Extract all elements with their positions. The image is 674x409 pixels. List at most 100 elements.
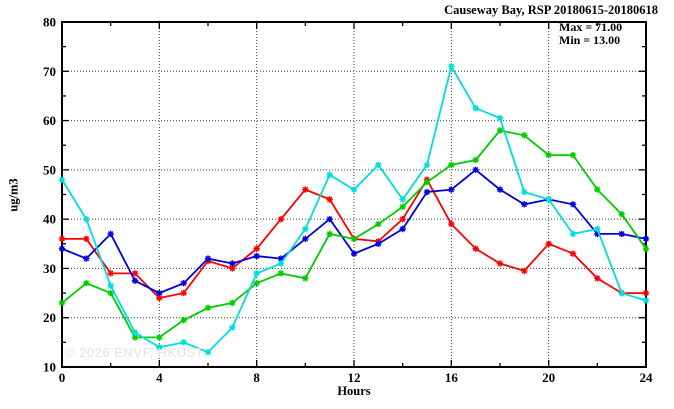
marker-series-blue [350,250,358,257]
marker-series-cyan [642,297,650,304]
marker-series-green [58,299,66,307]
max-value-label: Max = 71.00 [559,20,623,34]
marker-series-red [472,245,479,252]
marker-series-red [448,220,455,228]
marker-series-red [131,270,139,277]
marker-series-green [326,230,333,238]
marker-series-cyan [618,289,625,297]
marker-series-blue [594,230,601,238]
marker-series-green [545,151,552,159]
marker-series-red [107,270,114,277]
marker-series-cyan [569,230,577,238]
x-tick-label: 16 [445,370,459,385]
marker-series-cyan [399,196,406,203]
marker-series-cyan [472,105,479,112]
marker-series-blue [472,166,479,174]
marker-series-green [204,304,212,312]
marker-series-red [277,215,285,223]
series-line-series-green [61,129,647,339]
marker-series-blue [375,240,382,247]
marker-series-cyan [521,188,528,196]
marker-series-green [277,270,285,277]
marker-series-red [399,215,406,223]
marker-series-red [180,289,187,297]
marker-series-red [521,267,528,275]
marker-series-green [375,220,382,228]
y-axis-title: ug/m3 [6,178,21,212]
marker-series-green [448,161,455,169]
marker-series-red [569,250,577,257]
marker-series-cyan [496,114,504,122]
marker-series-blue [642,235,650,243]
marker-series-red [83,235,90,243]
marker-series-cyan [156,344,163,351]
marker-series-blue [156,289,163,297]
marker-series-blue [204,255,212,262]
marker-series-red [326,196,333,203]
x-tick-label: 0 [59,370,66,385]
marker-series-red [594,275,601,282]
marker-series-cyan [107,282,114,289]
chart-title: Causeway Bay, RSP 20180615-20180618 [444,3,658,17]
marker-series-blue [83,255,90,262]
marker-series-green [496,127,504,134]
marker-series-cyan [448,63,455,70]
y-tick-label: 50 [43,162,56,177]
marker-series-cyan [302,225,309,233]
marker-series-cyan [277,260,285,267]
marker-series-blue [423,188,431,196]
marker-series-cyan [253,270,260,277]
marker-series-blue [229,260,236,267]
marker-series-blue [326,215,333,223]
marker-series-green [107,289,114,297]
marker-series-cyan [58,176,66,183]
marker-series-blue [277,255,285,262]
marker-series-cyan [83,215,90,223]
y-tick-label: 60 [43,113,56,128]
y-tick-label: 40 [43,212,56,227]
marker-series-cyan [326,171,333,178]
marker-series-red [156,294,163,302]
marker-series-green [131,334,139,341]
marker-series-blue [58,245,66,252]
marker-series-red [229,265,236,272]
marker-series-green [399,203,406,211]
marker-series-green [180,316,187,324]
marker-series-green [83,280,90,287]
marker-series-green [472,156,479,164]
marker-series-green [423,178,431,186]
marker-series-blue [521,201,528,208]
marker-series-green [156,334,163,341]
marker-series-red [253,245,260,252]
y-tick-label: 20 [43,310,56,325]
marker-series-red [496,260,504,267]
max-min-annotation: Max = 71.00 Min = 13.00 [559,21,622,47]
min-value-label: Min = 13.00 [559,33,621,47]
x-axis-title: Hours [337,384,371,398]
watermark: © 2026 ENVF, HKUST [65,345,205,360]
marker-series-green [642,245,650,252]
x-tick-label: 12 [348,370,361,385]
x-tick-label: 4 [156,370,163,385]
marker-series-cyan [350,186,358,193]
y-tick-label: 70 [43,64,56,79]
marker-series-blue [302,235,309,243]
marker-series-blue [131,277,139,284]
marker-series-green [594,186,601,193]
marker-series-cyan [180,339,187,346]
marker-series-cyan [204,349,212,356]
marker-series-red [302,186,309,193]
marker-series-cyan [131,329,139,336]
marker-series-blue [180,280,187,287]
marker-series-cyan [229,324,236,331]
marker-series-blue [618,230,625,238]
marker-series-blue [448,186,455,193]
marker-series-green [521,132,528,139]
x-tick-label: 20 [542,370,555,385]
x-tick-label: 8 [253,370,260,385]
marker-series-green [302,275,309,282]
marker-series-green [618,211,625,218]
y-tick-label: 80 [43,15,56,30]
